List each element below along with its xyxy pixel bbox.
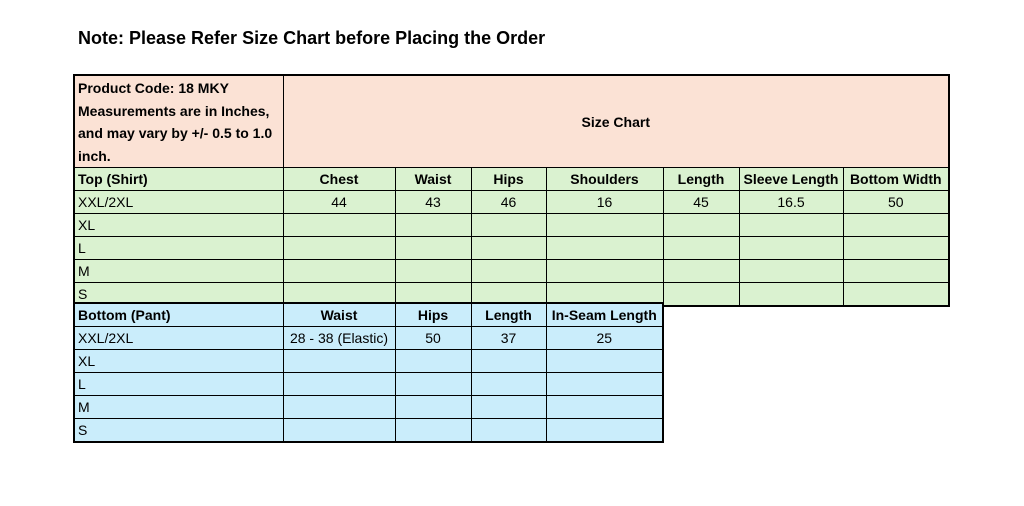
measurement-cell [545, 213, 664, 237]
top-size-table: Product Code: 18 MKY Measurements are in… [73, 74, 950, 307]
table-row: L [73, 372, 664, 396]
top-header-row: Top (Shirt) Chest Waist Hips Shoulders Length… [73, 167, 950, 191]
measurement-cell: 37 [470, 326, 547, 350]
table-row: XXL/2XL 44 43 46 16 45 16.5 50 [73, 190, 950, 214]
column-header: Length [470, 302, 547, 327]
bottom-size-table: Bottom (Pant) Waist Hips Length In-Seam Leng… [73, 302, 664, 443]
column-header: Hips [470, 167, 547, 191]
bottom-header-row: Bottom (Pant) Waist Hips Length In-Seam Leng… [73, 302, 664, 327]
table-row: L [73, 236, 950, 260]
measurement-cell [545, 418, 664, 443]
measurement-note: Measurements are in Inches, and may vary… [78, 102, 273, 164]
product-code: Product Code: 18 MKY [78, 80, 229, 96]
column-header: Length [662, 167, 740, 191]
measurement-cell [470, 418, 547, 443]
note-heading: Note: Please Refer Size Chart before Pla… [78, 28, 546, 48]
column-header: Sleeve Length [738, 167, 844, 191]
measurement-cell [662, 213, 740, 237]
column-header: In-Seam Length [545, 302, 664, 327]
measurement-cell [282, 213, 396, 237]
measurement-cell: 44 [282, 190, 396, 214]
measurement-cell [282, 349, 396, 373]
measurement-cell [470, 395, 547, 419]
measurement-cell [738, 236, 844, 260]
size-label: XL [73, 213, 284, 237]
bottom-section-label: Bottom (Pant) [73, 302, 284, 327]
measurement-cell [394, 395, 472, 419]
table-row: M [73, 395, 664, 419]
measurement-cell [738, 282, 844, 307]
column-header: Waist [282, 302, 396, 327]
table-row: XL [73, 349, 664, 373]
measurement-cell [282, 372, 396, 396]
table-row: XXL/2XL 28 - 38 (Elastic) 50 37 25 [73, 326, 664, 350]
measurement-cell [394, 372, 472, 396]
measurement-cell [394, 349, 472, 373]
measurement-cell: 16 [545, 190, 664, 214]
table-row: S [73, 418, 664, 443]
column-header: Hips [394, 302, 472, 327]
size-label: XXL/2XL [73, 326, 284, 350]
measurement-cell [738, 259, 844, 283]
column-header: Waist [394, 167, 472, 191]
measurement-cell: 16.5 [738, 190, 844, 214]
measurement-cell [394, 236, 472, 260]
table-row: M [73, 259, 950, 283]
measurement-cell [842, 236, 950, 260]
size-label: M [73, 259, 284, 283]
measurement-cell [662, 236, 740, 260]
measurement-cell [282, 236, 396, 260]
measurement-cell [842, 213, 950, 237]
measurement-cell [470, 349, 547, 373]
measurement-cell [662, 282, 740, 307]
measurement-cell [282, 418, 396, 443]
measurement-cell: 45 [662, 190, 740, 214]
measurement-cell [394, 259, 472, 283]
measurement-cell [470, 259, 547, 283]
measurement-cell [394, 418, 472, 443]
measurement-cell [282, 259, 396, 283]
measurement-cell [842, 259, 950, 283]
measurement-cell [545, 349, 664, 373]
size-label: XL [73, 349, 284, 373]
size-label: M [73, 395, 284, 419]
measurement-cell: 28 - 38 (Elastic) [282, 326, 396, 350]
measurement-cell [738, 213, 844, 237]
column-header: Bottom Width [842, 167, 950, 191]
measurement-cell: 25 [545, 326, 664, 350]
measurement-cell [545, 236, 664, 260]
measurement-cell: 50 [394, 326, 472, 350]
table-row: XL [73, 213, 950, 237]
chart-header-row: Product Code: 18 MKY Measurements are in… [73, 74, 950, 168]
measurement-cell [470, 236, 547, 260]
measurement-cell [842, 282, 950, 307]
measurement-cell [545, 372, 664, 396]
size-label: L [73, 236, 284, 260]
measurement-cell [470, 372, 547, 396]
top-section-label: Top (Shirt) [73, 167, 284, 191]
size-chart-title: Size Chart [282, 74, 950, 168]
column-header: Chest [282, 167, 396, 191]
size-label: L [73, 372, 284, 396]
measurement-cell [470, 213, 547, 237]
size-label: XXL/2XL [73, 190, 284, 214]
measurement-cell [662, 259, 740, 283]
measurement-cell [545, 395, 664, 419]
measurement-cell [282, 395, 396, 419]
measurement-cell [545, 259, 664, 283]
size-label: S [73, 418, 284, 443]
column-header: Shoulders [545, 167, 664, 191]
size-label: S [73, 282, 284, 307]
measurement-cell: 43 [394, 190, 472, 214]
measurement-cell: 46 [470, 190, 547, 214]
measurement-cell: 50 [842, 190, 950, 214]
product-info-cell: Product Code: 18 MKY Measurements are in… [73, 74, 284, 168]
measurement-cell [394, 213, 472, 237]
